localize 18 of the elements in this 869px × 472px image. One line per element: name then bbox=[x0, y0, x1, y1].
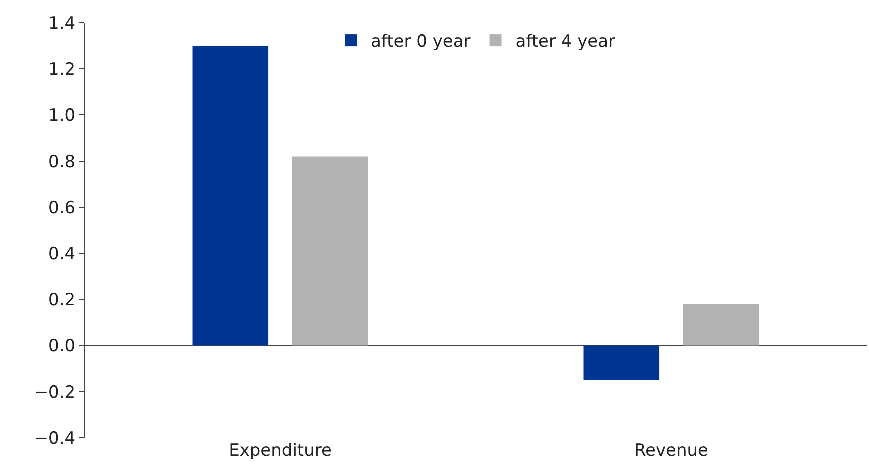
y-tick-label: 0.8 bbox=[48, 152, 76, 172]
y-tick-label: 1.2 bbox=[48, 60, 76, 80]
x-tick-label: Revenue bbox=[634, 441, 709, 461]
text: 0.0 bbox=[48, 336, 76, 357]
bar bbox=[584, 346, 660, 380]
text: 1.0 bbox=[48, 106, 76, 126]
bar bbox=[292, 156, 368, 346]
x-tick-label: Expenditure bbox=[229, 441, 332, 461]
bar bbox=[192, 46, 269, 346]
y-tick-label: 0.4 bbox=[48, 244, 76, 265]
y-tick-label: −0.2 bbox=[34, 382, 76, 403]
y-tick-label: 1.4 bbox=[48, 14, 76, 34]
y-tick-label: 0.2 bbox=[48, 290, 76, 311]
bar bbox=[683, 304, 760, 346]
legend-label: after 4 year bbox=[516, 32, 616, 52]
legend-label: after 0 year bbox=[371, 32, 471, 52]
y-tick-label: 0.6 bbox=[48, 198, 76, 218]
y-tick-label: −0.4 bbox=[34, 428, 76, 449]
